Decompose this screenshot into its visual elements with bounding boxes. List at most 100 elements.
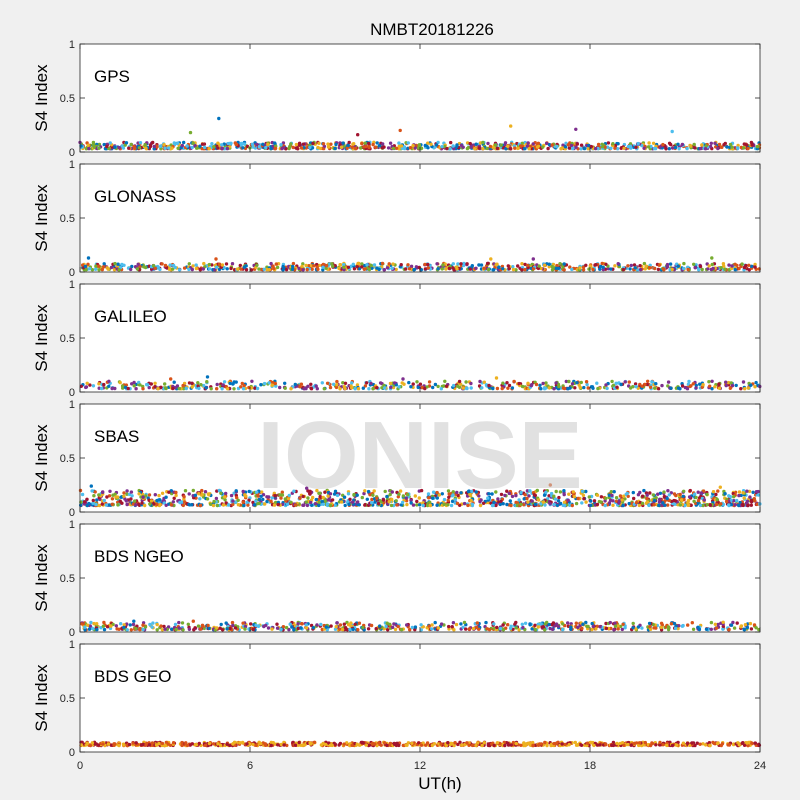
data-point <box>319 622 323 627</box>
data-point <box>99 386 104 391</box>
data-point <box>449 741 453 745</box>
data-point <box>598 625 602 629</box>
data-point <box>249 268 254 272</box>
data-point <box>746 503 750 508</box>
data-point <box>537 264 541 268</box>
data-point <box>560 146 565 150</box>
data-point <box>682 266 686 271</box>
data-point <box>209 387 213 391</box>
data-point <box>591 624 595 629</box>
data-point <box>315 387 319 391</box>
data-point <box>611 503 615 507</box>
data-point <box>599 495 604 499</box>
data-point <box>272 266 276 271</box>
data-point <box>357 621 362 625</box>
data-point <box>374 627 378 631</box>
data-point <box>520 268 524 272</box>
data-point-spike <box>132 619 136 623</box>
data-point <box>324 266 328 270</box>
data-point <box>687 379 691 384</box>
data-point <box>89 620 93 625</box>
data-point <box>533 623 537 627</box>
data-point <box>716 146 720 151</box>
data-point <box>112 268 117 272</box>
data-point <box>386 628 390 632</box>
data-point <box>631 621 635 626</box>
data-point <box>388 381 393 386</box>
data-point <box>87 627 92 631</box>
data-point <box>705 503 709 507</box>
data-point <box>80 622 84 626</box>
data-point <box>459 262 463 266</box>
data-point <box>691 382 695 386</box>
data-point <box>561 143 565 147</box>
data-point <box>198 144 202 148</box>
data-point <box>92 145 97 149</box>
data-point <box>533 628 538 632</box>
data-point <box>264 623 268 628</box>
data-point <box>614 496 619 500</box>
data-point <box>117 268 121 272</box>
data-point <box>606 267 610 271</box>
data-point <box>561 386 566 390</box>
y-tick-label: 0 <box>69 267 75 279</box>
data-point <box>375 141 379 145</box>
data-point-spike <box>398 128 402 133</box>
data-point <box>474 743 478 748</box>
data-point <box>459 622 463 626</box>
data-point <box>648 743 653 748</box>
data-point <box>570 382 575 386</box>
data-point <box>155 498 159 503</box>
data-point <box>665 496 669 501</box>
data-point <box>180 143 184 148</box>
data-point <box>750 143 754 147</box>
data-point <box>724 380 728 384</box>
constellation-label: GPS <box>94 67 130 86</box>
data-point <box>447 624 451 629</box>
data-point <box>634 384 638 389</box>
data-point <box>325 381 330 385</box>
data-point <box>508 626 513 630</box>
y-axis-label: S4 Index <box>32 544 51 612</box>
data-point <box>670 743 675 748</box>
data-point <box>102 142 106 147</box>
data-point <box>647 621 652 626</box>
data-point <box>145 383 150 387</box>
data-point <box>122 743 126 747</box>
data-point <box>172 380 176 384</box>
data-point <box>581 622 585 626</box>
data-point <box>437 493 441 497</box>
data-point <box>386 146 391 150</box>
data-point <box>642 488 646 493</box>
data-point <box>296 622 300 626</box>
data-point <box>516 264 520 268</box>
data-point <box>631 626 635 630</box>
data-point <box>622 146 626 150</box>
data-point <box>560 742 564 746</box>
data-point <box>239 385 243 389</box>
data-point <box>645 493 649 497</box>
data-point <box>514 741 518 746</box>
data-point <box>338 627 342 631</box>
data-point <box>622 494 626 498</box>
data-point <box>158 144 162 148</box>
data-point <box>377 741 381 745</box>
data-point <box>672 492 677 496</box>
data-point <box>251 627 256 632</box>
data-point <box>265 499 269 504</box>
data-point <box>673 502 677 506</box>
data-point <box>593 146 598 151</box>
data-point <box>398 489 403 493</box>
data-point <box>291 264 295 269</box>
data-point <box>350 743 354 747</box>
data-point <box>191 264 195 268</box>
data-point <box>480 386 484 390</box>
y-tick-label: 0 <box>69 387 75 399</box>
data-point <box>605 386 609 391</box>
data-point <box>668 262 673 266</box>
data-point <box>240 740 245 745</box>
data-point <box>676 264 680 268</box>
data-point <box>429 142 433 146</box>
data-point <box>566 621 570 625</box>
